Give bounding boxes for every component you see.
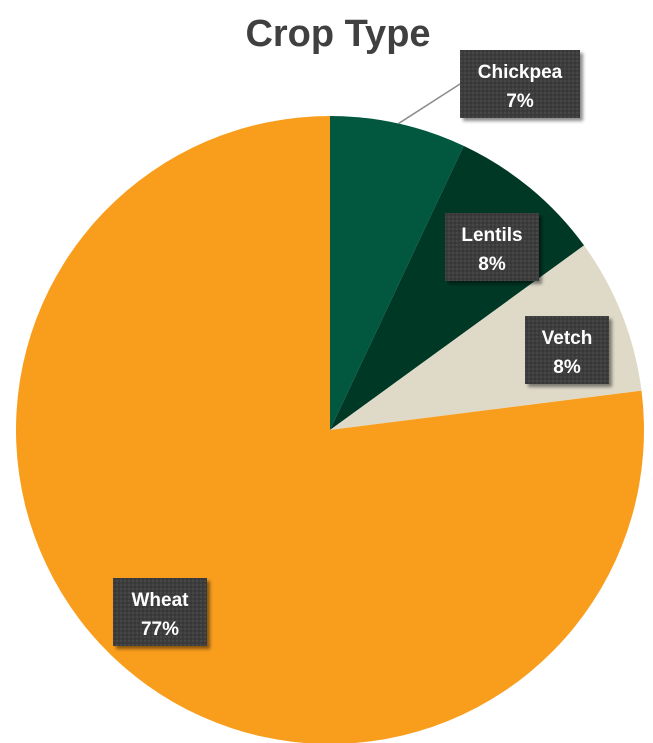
pie-slices	[16, 116, 644, 743]
chart-title: Crop Type	[245, 13, 430, 55]
data-label-percent: 8%	[478, 254, 506, 275]
data-label-wheat: Wheat 77%	[113, 578, 207, 646]
data-label-box	[525, 316, 609, 384]
data-label-category: Lentils	[461, 225, 522, 246]
data-labels: Chickpea 7% Lentils 8% Vetch 8% Wheat 77%	[113, 50, 609, 646]
data-label-vetch: Vetch 8%	[525, 316, 609, 384]
data-label-category: Vetch	[542, 328, 593, 349]
data-label-chickpea: Chickpea 7%	[460, 50, 580, 118]
pie-slice-chickpea	[330, 116, 464, 430]
data-label-percent: 77%	[141, 619, 179, 640]
data-label-category: Wheat	[132, 590, 190, 611]
data-label-box	[445, 213, 539, 281]
data-label-category: Chickpea	[478, 62, 563, 83]
data-label-percent: 8%	[553, 357, 581, 378]
data-label-lentils: Lentils 8%	[445, 213, 539, 281]
data-label-box	[460, 50, 580, 118]
data-label-box	[113, 578, 207, 646]
leader-lines	[398, 83, 461, 125]
data-label-percent: 7%	[506, 91, 534, 112]
leader-line-chickpea	[398, 83, 461, 125]
